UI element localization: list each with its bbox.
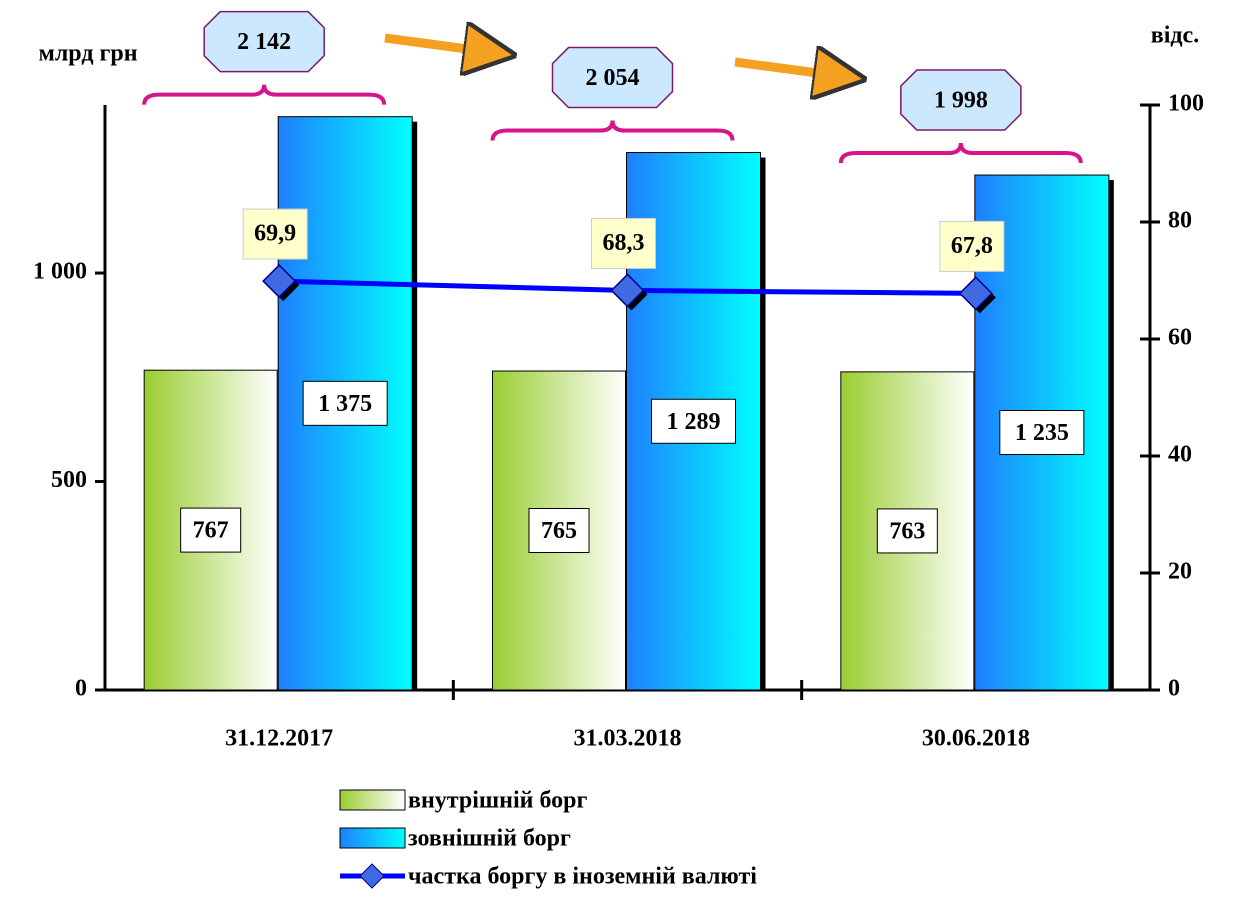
y-tick-label: 1 000 bbox=[33, 259, 87, 285]
value-label-box bbox=[939, 220, 1005, 272]
annotation-box bbox=[551, 46, 674, 109]
y2-tick-label: 100 bbox=[1168, 91, 1204, 117]
value-label-box bbox=[180, 507, 242, 553]
y2-axis-label: відс. bbox=[1151, 23, 1199, 49]
annotation-box bbox=[203, 10, 325, 73]
value-label-box bbox=[591, 217, 656, 269]
y2-tick-label: 80 bbox=[1168, 208, 1192, 234]
y2-tick-label: 40 bbox=[1168, 442, 1192, 468]
value-label: 69,9 bbox=[254, 221, 296, 247]
arrow bbox=[384, 38, 490, 52]
y2-tick-label: 60 bbox=[1168, 325, 1192, 351]
value-label: 1 235 bbox=[1015, 420, 1069, 446]
x-tick-label: 31.12.2017 bbox=[225, 726, 333, 752]
legend-label: частка боргу в іноземній валюті bbox=[408, 864, 757, 890]
value-label-box bbox=[999, 410, 1085, 456]
x-tick-label: 31.03.2018 bbox=[574, 726, 682, 752]
legend-label: внутрішній борг bbox=[408, 788, 588, 814]
annotation: 1 998 bbox=[934, 88, 988, 114]
legend-label: зовнішній борг bbox=[408, 826, 571, 852]
marker bbox=[610, 273, 645, 308]
x-tick-label: 30.06.2018 bbox=[922, 726, 1030, 752]
y-tick-label: 500 bbox=[51, 467, 87, 493]
brace bbox=[490, 120, 735, 141]
y-axis-label: млрд грн bbox=[38, 41, 137, 67]
value-label-box bbox=[651, 398, 736, 444]
y-tick-label: 0 bbox=[75, 676, 87, 702]
marker bbox=[958, 276, 993, 311]
y2-tick-label: 20 bbox=[1168, 559, 1192, 585]
value-label: 68,3 bbox=[603, 230, 645, 256]
y2-tick-label: 0 bbox=[1168, 676, 1180, 702]
value-label: 1 375 bbox=[318, 391, 372, 417]
brace bbox=[838, 142, 1083, 164]
arrow bbox=[734, 62, 840, 76]
value-label: 67,8 bbox=[951, 233, 993, 259]
value-label: 1 289 bbox=[667, 409, 721, 435]
value-label: 763 bbox=[889, 518, 925, 544]
brace bbox=[142, 84, 387, 105]
value-label-box bbox=[302, 380, 388, 426]
legend-swatch bbox=[339, 827, 406, 849]
value-label-box bbox=[242, 208, 308, 260]
legend-swatch bbox=[339, 789, 406, 811]
value-label-box bbox=[876, 508, 938, 554]
legend-marker bbox=[359, 863, 385, 889]
value-label-box bbox=[528, 508, 590, 554]
marker bbox=[262, 264, 297, 299]
value-label: 767 bbox=[193, 518, 229, 544]
value-label: 765 bbox=[541, 518, 577, 544]
annotation: 2 142 bbox=[237, 29, 291, 55]
annotation: 2 054 bbox=[586, 65, 640, 91]
annotation-box bbox=[900, 69, 1022, 131]
